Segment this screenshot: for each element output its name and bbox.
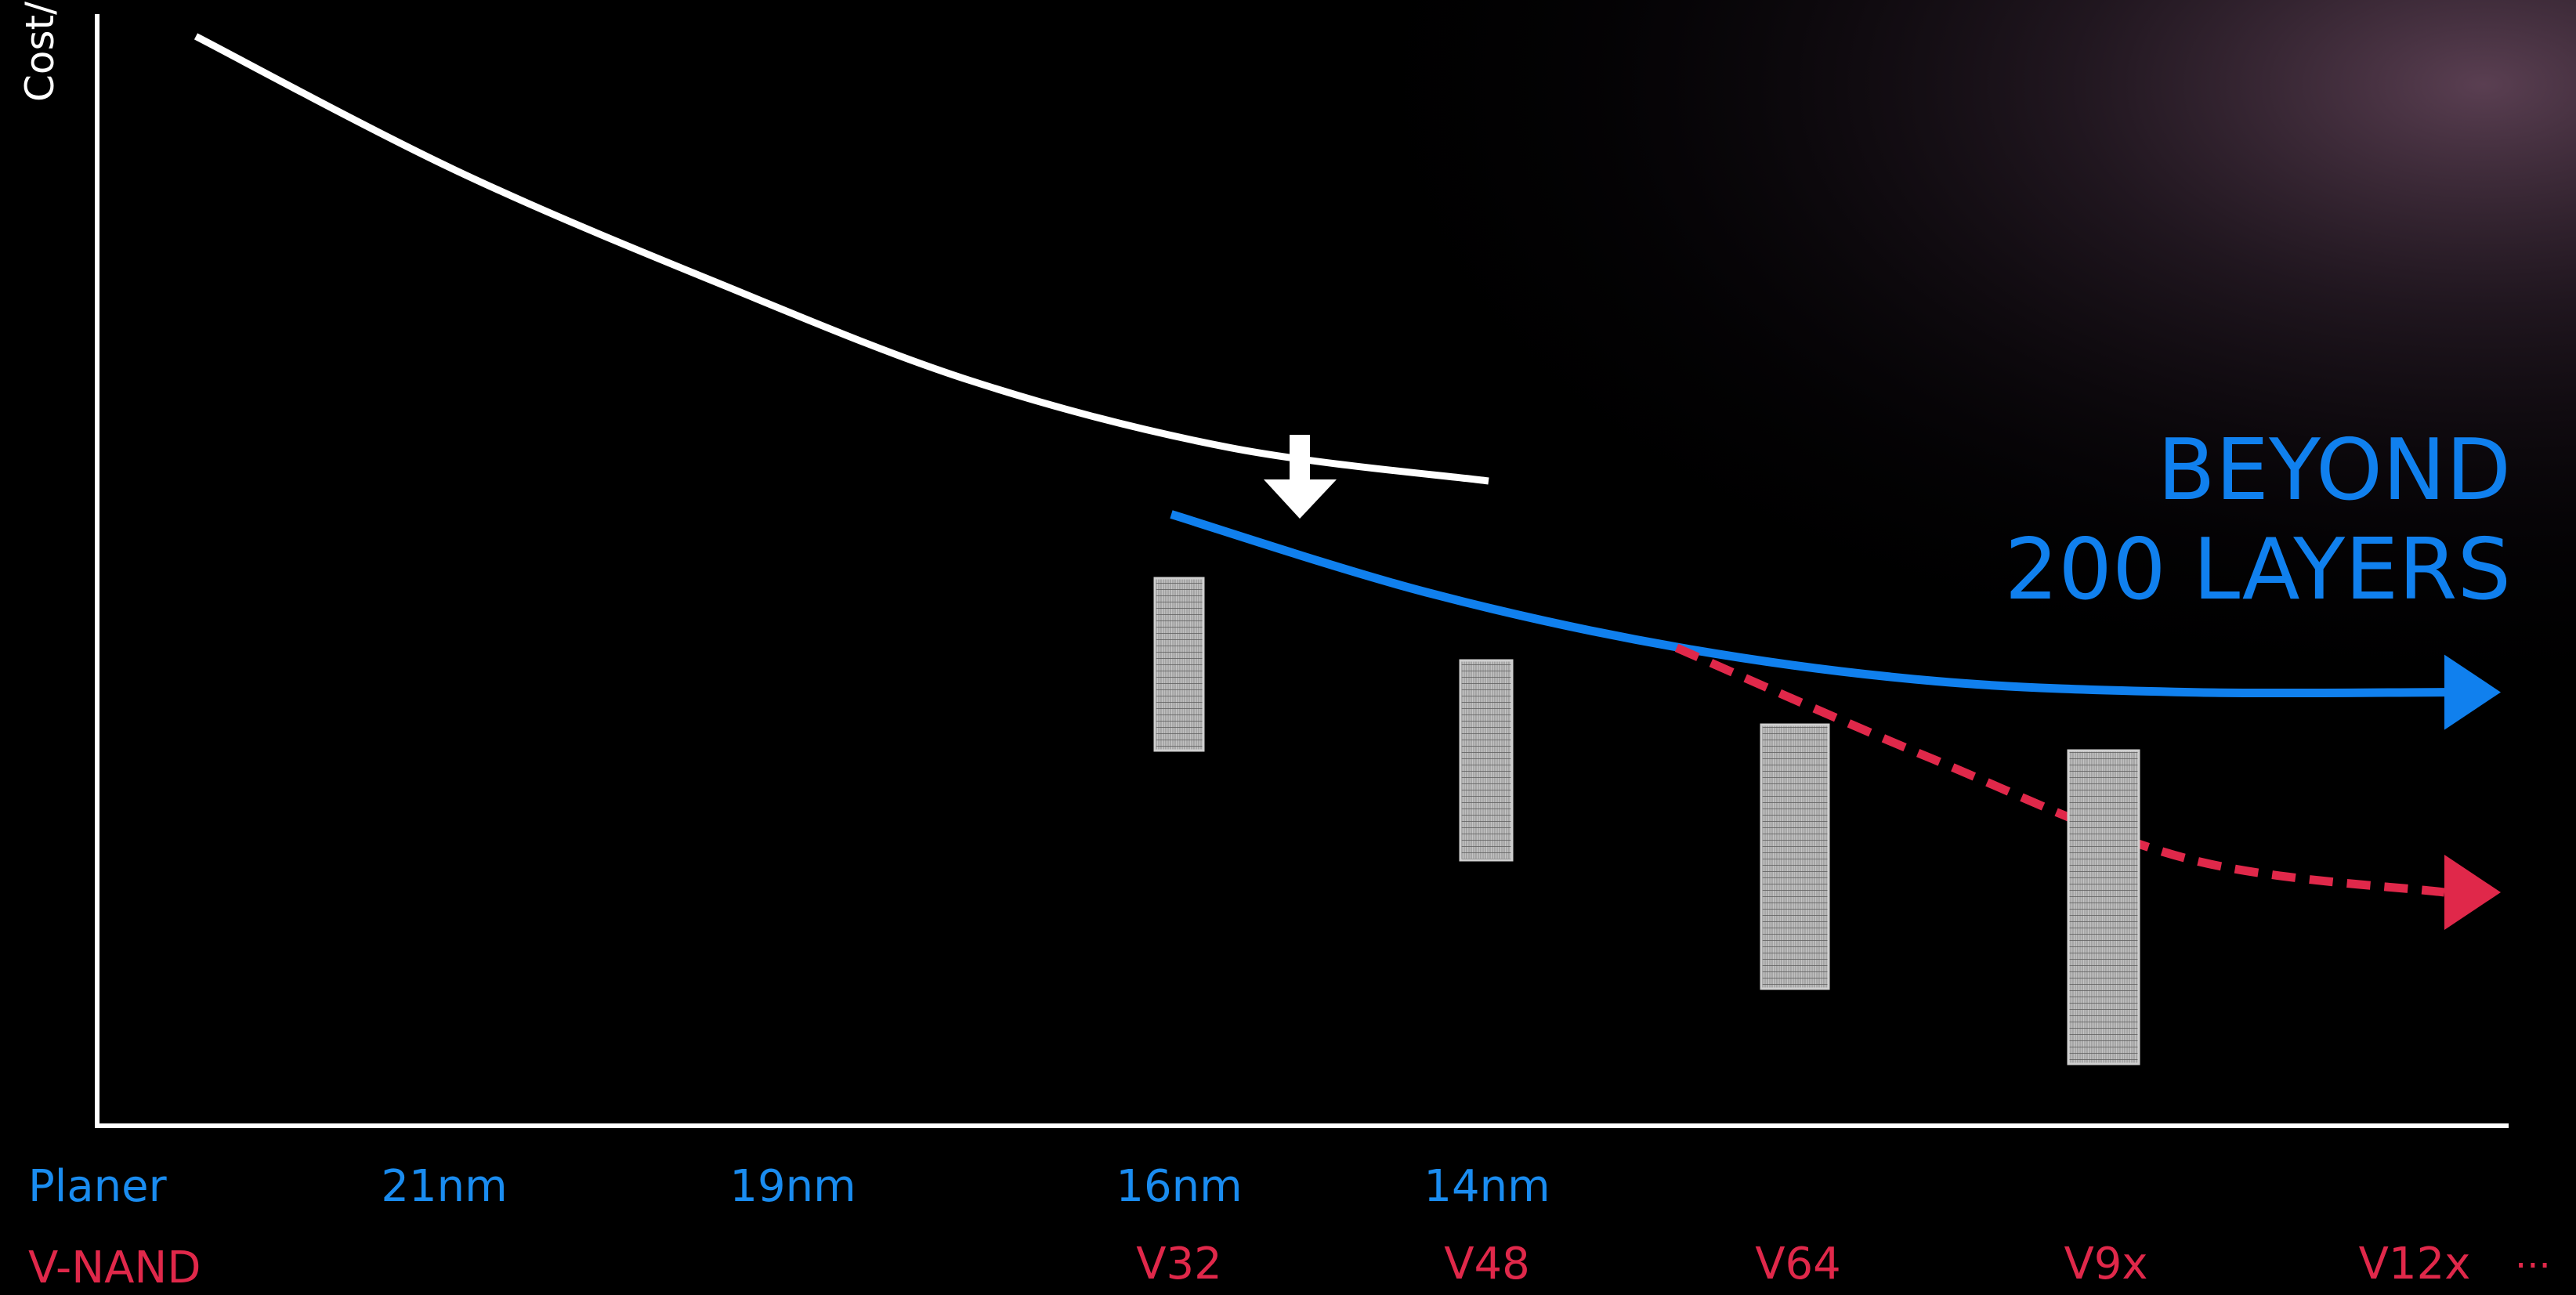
annotation-line-1: BEYOND	[2158, 421, 2511, 519]
die-stack-image-v64	[1760, 723, 1830, 990]
die-stack-image-v9x	[2067, 749, 2140, 1065]
y-axis-label: Cost/Gb	[17, 0, 63, 102]
tick-label-v48: V48	[1444, 1239, 1530, 1290]
series-arrowhead-vnand	[2444, 654, 2501, 730]
annotation-line-2: 200 LAYERS	[2005, 521, 2511, 619]
tick-label-v12x: V12x	[2359, 1239, 2471, 1290]
tick-label-v32: V32	[1136, 1239, 1222, 1290]
series-line-planer	[194, 33, 1489, 485]
tick-label-v64: V64	[1755, 1239, 1841, 1290]
row-label-planer: Planer	[28, 1161, 168, 1212]
series-line-vnand	[1170, 510, 2445, 698]
die-stack-image-v32	[1153, 577, 1205, 752]
galaxy-glow	[1254, 0, 2576, 705]
row-label-vnand: V-NAND	[28, 1243, 201, 1293]
tick-label-v9x: V9x	[2064, 1239, 2147, 1290]
die-stack-image-v48	[1459, 659, 1514, 862]
series-line-vnand-dashed	[1674, 643, 2445, 897]
tick-label-14nm: 14nm	[1424, 1161, 1550, 1212]
tick-label-16nm: 16nm	[1116, 1161, 1242, 1212]
tick-label-21nm: 21nm	[381, 1161, 507, 1212]
tick-label-continuation: ···	[2515, 1244, 2551, 1288]
down-arrow-icon	[1264, 435, 1337, 519]
tick-label-19nm: 19nm	[729, 1161, 856, 1212]
series-arrowhead-dashed	[2444, 855, 2501, 931]
